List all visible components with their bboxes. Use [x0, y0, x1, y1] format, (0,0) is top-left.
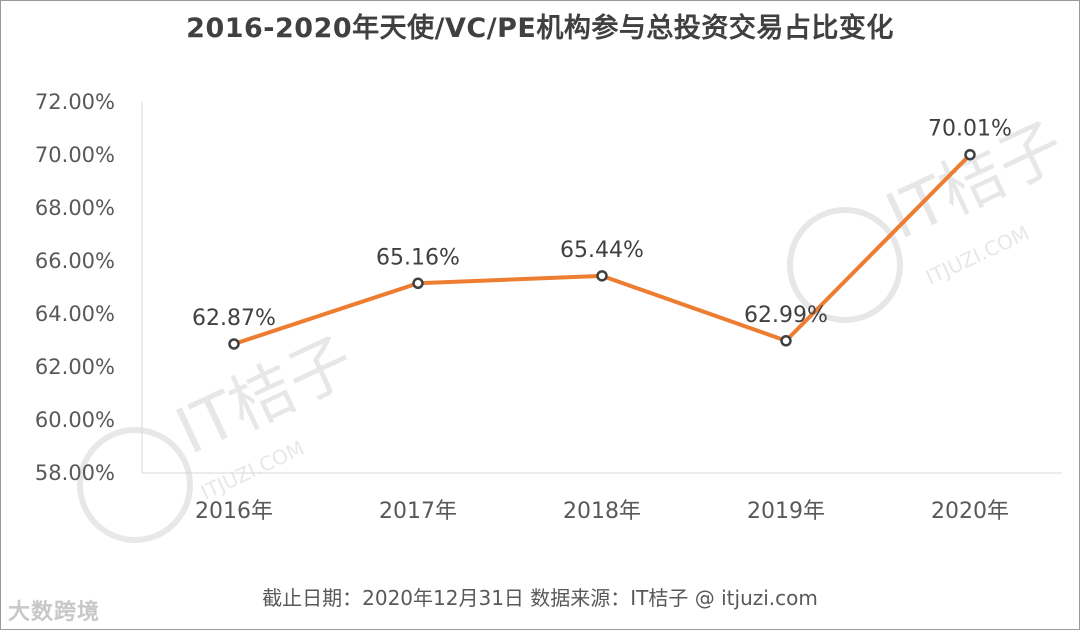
- y-tick-label: 64.00%: [35, 302, 115, 326]
- data-labels: 62.87% 65.16% 65.44% 62.99% 70.01%: [192, 117, 1012, 331]
- y-tick-label: 70.00%: [35, 143, 115, 167]
- corner-watermark: 大数跨境: [8, 600, 101, 625]
- data-point: [228, 338, 240, 350]
- y-tick-label: 68.00%: [35, 196, 115, 220]
- data-label: 65.16%: [376, 245, 460, 270]
- source-note: 截止日期：2020年12月31日 数据来源：IT桔子 @ itjuzi.com: [262, 586, 818, 610]
- data-point: [596, 270, 608, 282]
- data-point: [412, 277, 424, 290]
- y-axis-ticks: 58.00% 60.00% 62.00% 64.00% 66.00% 68.00% 70.0…: [35, 90, 115, 485]
- y-tick-label: 60.00%: [35, 408, 115, 432]
- y-tick-label: 72.00%: [35, 90, 115, 114]
- y-tick-label: 58.00%: [35, 461, 115, 485]
- data-label: 65.44%: [560, 238, 644, 263]
- data-label: 62.87%: [192, 306, 276, 331]
- x-tick-label: 2019年: [747, 499, 825, 524]
- x-axis-ticks: 2016年 2017年 2018年 2019年 2020年: [195, 499, 1009, 524]
- x-tick-label: 2018年: [563, 499, 641, 524]
- data-point: [964, 148, 976, 161]
- y-tick-label: 62.00%: [35, 355, 115, 379]
- data-point: [780, 335, 792, 347]
- x-tick-label: 2016年: [195, 499, 273, 524]
- chart-title: 2016-2020年天使/VC/PE机构参与总投资交易占比变化: [186, 13, 894, 44]
- watermark-brand-left: IT桔子: [165, 324, 365, 470]
- data-label: 62.99%: [744, 303, 828, 328]
- x-tick-label: 2017年: [379, 499, 457, 524]
- data-label: 70.01%: [928, 117, 1012, 142]
- series-markers: [228, 148, 976, 350]
- x-tick-label: 2020年: [931, 499, 1009, 524]
- y-tick-label: 66.00%: [35, 249, 115, 273]
